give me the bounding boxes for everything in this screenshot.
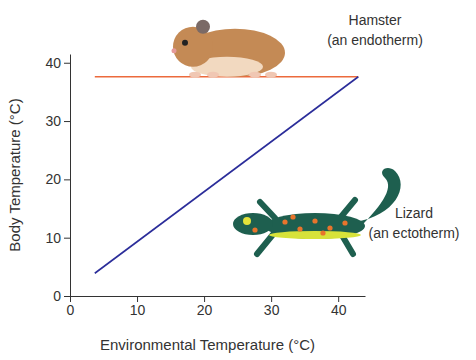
y-tick: 30	[45, 113, 70, 129]
y-tick-label: 40	[45, 55, 61, 71]
icons	[172, 20, 401, 254]
y-tick: 0	[53, 288, 70, 304]
x-tick-label: 0	[67, 302, 75, 318]
lizard-eye	[243, 217, 251, 225]
y-tick-mark	[64, 121, 70, 122]
x-tick-label: 30	[264, 302, 280, 318]
hamster-foot	[249, 72, 261, 78]
x-tick-label: 20	[197, 302, 213, 318]
x-tick-label: 10	[130, 302, 146, 318]
annotation: (an endotherm)	[327, 32, 423, 48]
lizard-spot	[342, 220, 347, 225]
x-tick: 40	[331, 296, 347, 318]
plot: 0 10 20 30 40 0 10 20 30 40	[45, 55, 365, 318]
y-axis-title: Body Temperature (°C)	[6, 98, 23, 251]
series-group	[95, 77, 358, 274]
y-tick: 20	[45, 171, 70, 187]
lizard-belly	[269, 231, 361, 239]
lizard-body	[265, 213, 365, 239]
x-tick: 30	[264, 296, 280, 318]
x-tick: 0	[67, 296, 75, 318]
series-line	[95, 77, 358, 274]
lizard-icon	[233, 168, 401, 254]
y-tick-label: 20	[45, 171, 61, 187]
y-tick-label: 10	[45, 230, 61, 246]
hamster-icon	[172, 20, 286, 78]
hamster-foot	[207, 72, 219, 78]
y-tick-label: 0	[53, 288, 61, 304]
x-tick: 20	[197, 296, 213, 318]
y-tick-mark	[64, 179, 70, 180]
x-axis: 0 10 20 30 40	[67, 296, 366, 318]
lizard-spot	[282, 219, 287, 224]
hamster-nose	[172, 48, 177, 53]
annotation: (an ectotherm)	[368, 225, 459, 241]
lizard-spot	[327, 225, 332, 230]
x-tick: 10	[130, 296, 146, 318]
hamster-eye	[182, 40, 188, 46]
hamster-foot	[189, 72, 201, 78]
y-tick: 10	[45, 230, 70, 246]
hamster-foot	[265, 72, 277, 78]
y-tick-mark	[64, 296, 70, 297]
lizard-spot	[312, 218, 317, 223]
lizard-head	[233, 213, 273, 235]
x-axis-title: Environmental Temperature (°C)	[100, 336, 315, 353]
chart: 0 10 20 30 40 0 10 20 30 40 Environmental Temperat…	[0, 0, 476, 360]
y-axis: 0 10 20 30 40	[45, 55, 70, 304]
annotation: Lizard	[395, 205, 433, 221]
y-axis-line	[70, 55, 71, 297]
y-tick: 40	[45, 55, 70, 71]
hamster-ear	[196, 20, 210, 34]
hamster-head	[173, 27, 213, 67]
lizard-spot	[290, 214, 295, 219]
lizard-spot	[320, 230, 325, 235]
y-tick-mark	[64, 63, 70, 64]
x-tick-label: 40	[331, 302, 347, 318]
x-axis-line	[71, 296, 366, 297]
lizard-spot	[297, 226, 302, 231]
annotation: Hamster	[349, 12, 402, 28]
y-tick-mark	[64, 238, 70, 239]
y-tick-label: 30	[45, 113, 61, 129]
lizard-spot	[252, 227, 257, 232]
